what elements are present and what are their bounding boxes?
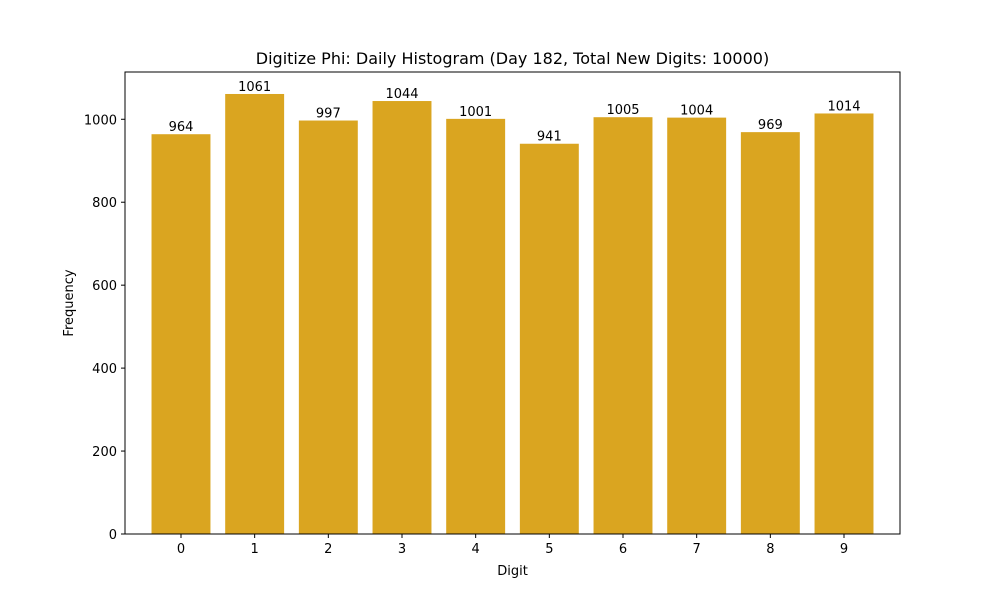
bars-group (151, 93, 874, 535)
x-axis-ticks: 0 1 2 3 4 5 6 7 8 9 (177, 534, 848, 557)
y-tick-label: 200 (92, 445, 117, 460)
bar-value-label: 1005 (606, 103, 639, 118)
bar-value-label: 1004 (680, 104, 713, 119)
bar-value-label: 941 (537, 130, 562, 145)
bar-value-label: 997 (316, 107, 341, 122)
bar-value-labels: 964 1061 997 1044 1001 941 1005 1004 969 1014 (169, 80, 861, 145)
x-tick-label: 6 (619, 542, 627, 557)
chart-title: Digitize Phi: Daily Histogram (Day 182, … (256, 49, 769, 68)
bar-digit-3 (372, 101, 432, 534)
x-tick-label: 4 (472, 542, 480, 557)
bar-value-label: 1014 (827, 99, 860, 114)
bar-digit-4 (446, 118, 506, 534)
bar-value-label: 1061 (238, 80, 271, 95)
bar-digit-7 (667, 117, 727, 535)
x-axis-label: Digit (497, 564, 528, 579)
bar-digit-2 (298, 120, 358, 535)
x-tick-label: 7 (693, 542, 701, 557)
x-tick-label: 8 (766, 542, 774, 557)
y-tick-label: 600 (92, 279, 117, 294)
x-tick-label: 1 (251, 542, 259, 557)
y-tick-label: 1000 (84, 113, 117, 128)
y-tick-label: 0 (109, 528, 117, 543)
bar-digit-6 (593, 117, 653, 535)
bar-value-label: 964 (169, 120, 194, 135)
x-tick-label: 0 (177, 542, 185, 557)
x-tick-label: 3 (398, 542, 406, 557)
bar-value-label: 1001 (459, 105, 492, 120)
x-tick-label: 2 (324, 542, 332, 557)
bar-digit-1 (225, 93, 285, 534)
bar-value-label: 1044 (385, 87, 418, 102)
bar-digit-5 (519, 143, 579, 534)
y-tick-label: 800 (92, 196, 117, 211)
y-axis-label: Frequency (62, 269, 77, 336)
bar-value-label: 969 (758, 118, 783, 133)
x-tick-label: 5 (545, 542, 553, 557)
bar-digit-9 (814, 113, 874, 535)
y-axis-ticks: 0 200 400 600 800 1000 (84, 113, 125, 543)
axes-frame (124, 71, 901, 535)
x-tick-label: 9 (840, 542, 848, 557)
bar-digit-0 (151, 134, 211, 534)
bar-digit-8 (740, 132, 800, 534)
y-tick-label: 400 (92, 362, 117, 377)
